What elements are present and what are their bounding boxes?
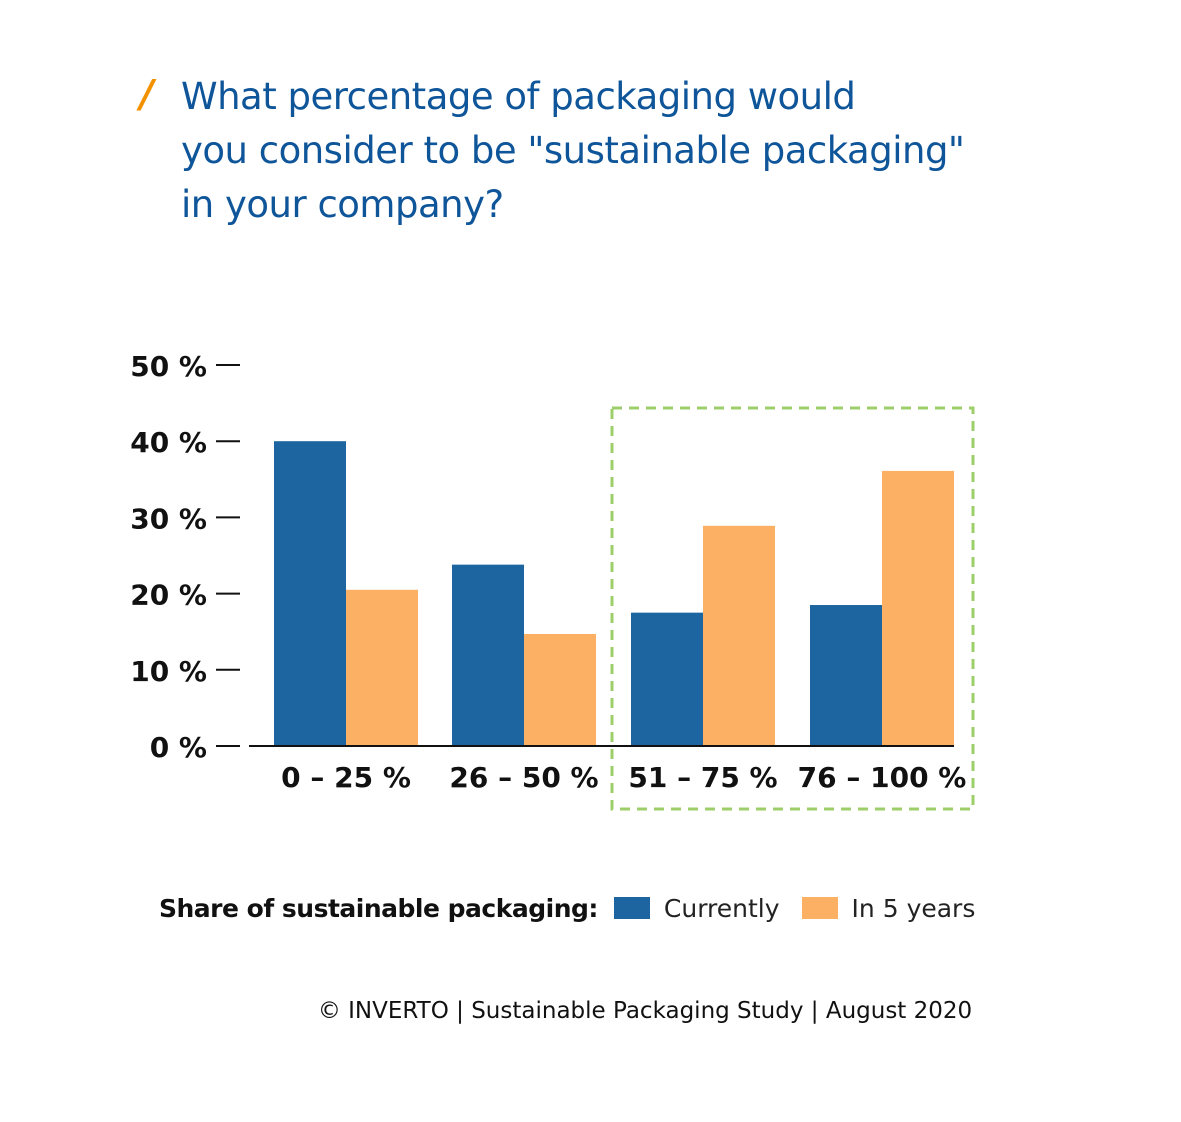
accent-slash-icon: /	[140, 72, 154, 116]
legend-swatch-in-5-years	[801, 897, 838, 919]
bar-in-5-years	[346, 589, 418, 746]
title-line-3: in your company?	[181, 183, 504, 226]
legend-label: Share of sustainable packaging:	[159, 893, 598, 923]
legend-item-in-5-years: In 5 years	[851, 893, 976, 923]
bar-currently	[274, 441, 346, 746]
y-tick-label: 0 %	[150, 731, 207, 764]
highlight-box	[610, 406, 975, 811]
bar-currently	[452, 564, 524, 746]
title-line-2: you consider to be "sustainable packagin…	[181, 129, 965, 172]
y-tick-label: 20 %	[130, 579, 207, 612]
legend: Share of sustainable packaging: Currentl…	[159, 890, 997, 926]
legend-item-currently: Currently	[663, 893, 780, 923]
bar-in-5-years	[524, 633, 596, 746]
legend-swatch-currently	[613, 897, 650, 919]
footer-copyright: © INVERTO | Sustainable Packaging Study …	[317, 998, 973, 1024]
x-tick-label: 0 – 25 %	[281, 761, 411, 794]
y-tick-label: 40 %	[130, 426, 207, 459]
bar-in-5-years	[882, 470, 954, 746]
chart-title: What percentage of packaging would you c…	[181, 70, 965, 232]
bar-currently	[810, 605, 882, 746]
x-tick-label: 26 – 50 %	[449, 761, 598, 794]
y-tick-label: 50 %	[130, 350, 207, 383]
x-tick-label: 76 – 100 %	[798, 761, 967, 794]
bar-in-5-years	[703, 525, 775, 746]
x-tick-label: 51 – 75 %	[628, 761, 777, 794]
title-line-1: What percentage of packaging would	[181, 75, 856, 118]
y-tick-label: 30 %	[130, 502, 207, 535]
y-tick-label: 10 %	[130, 655, 207, 688]
bar-currently	[631, 612, 703, 746]
